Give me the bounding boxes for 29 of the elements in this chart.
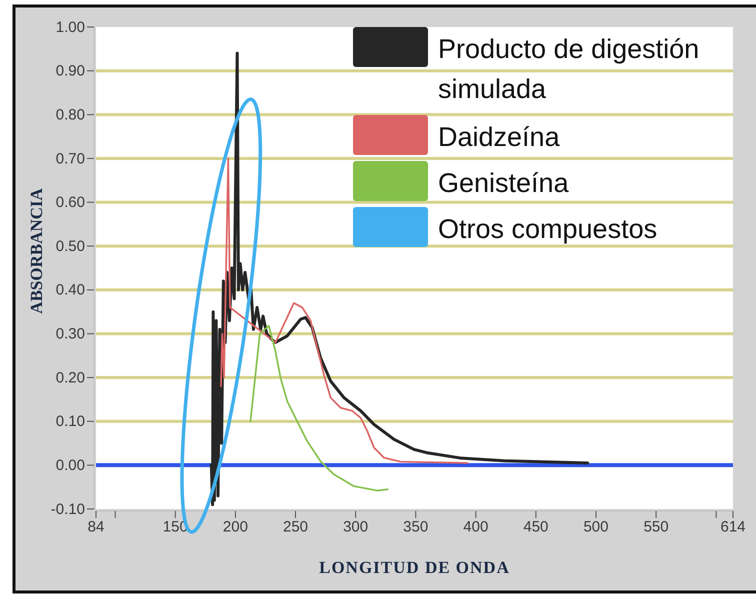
y-tick-label: 0.30 [56, 326, 85, 343]
x-tick-label: 84 [88, 518, 104, 536]
x-tick-label: 250 [283, 518, 308, 536]
x-tick-label: 614 [720, 518, 746, 536]
x-tick-label: 500 [583, 518, 608, 536]
y-tick-label: -0.10 [50, 500, 85, 518]
y-tick-label: 0.20 [56, 369, 85, 386]
y-tick-label: 0.50 [56, 238, 85, 255]
x-tick-label: 350 [403, 518, 428, 536]
y-tick-label: 0.70 [56, 150, 85, 168]
y-axis-title: ABSORBANCIA [27, 187, 46, 314]
x-axis-title: LONGITUD DE ONDA [319, 558, 510, 577]
y-tick-label: 0.00 [56, 456, 85, 474]
x-tick-label: 200 [222, 518, 248, 536]
line-series [250, 324, 389, 492]
y-tick-label: 0.60 [56, 194, 85, 212]
legend-label: Daidzeína [438, 122, 561, 152]
legend-label: Producto de digestión simulada [438, 34, 700, 104]
x-tick-label: 300 [343, 518, 368, 536]
annotation: Otros compuestos [438, 214, 658, 244]
y-tick-label: 0.90 [56, 62, 85, 80]
y-tick-label: 0.40 [56, 282, 85, 299]
x-tick-label: 400 [463, 518, 488, 536]
x-tick-label: 550 [644, 518, 669, 536]
legend-label: Genisteína [438, 168, 570, 198]
y-tick-label: 0.80 [56, 106, 85, 124]
y-tick-label: 0.10 [56, 413, 85, 430]
x-tick-label: 450 [523, 518, 548, 536]
y-tick-label: 1.00 [56, 18, 85, 36]
